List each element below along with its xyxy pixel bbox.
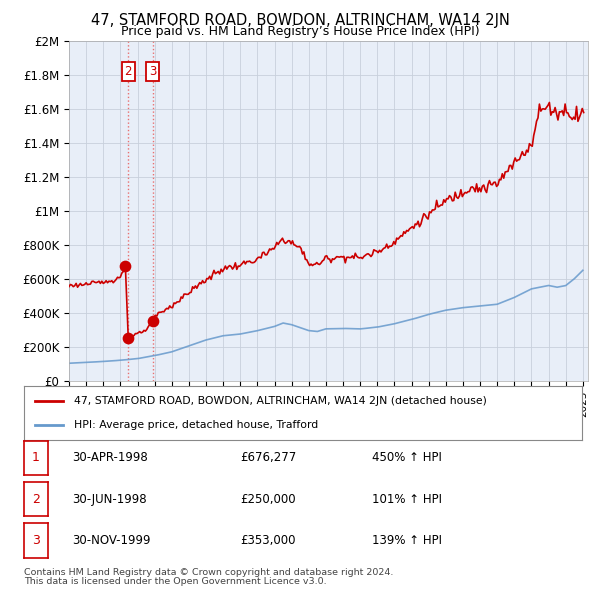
- Text: 1: 1: [32, 451, 40, 464]
- Text: Contains HM Land Registry data © Crown copyright and database right 2024.: Contains HM Land Registry data © Crown c…: [24, 568, 394, 577]
- Text: 139% ↑ HPI: 139% ↑ HPI: [372, 534, 442, 547]
- Text: This data is licensed under the Open Government Licence v3.0.: This data is licensed under the Open Gov…: [24, 577, 326, 586]
- Text: 30-JUN-1998: 30-JUN-1998: [72, 493, 146, 506]
- Text: 101% ↑ HPI: 101% ↑ HPI: [372, 493, 442, 506]
- Text: £353,000: £353,000: [240, 534, 296, 547]
- Text: £250,000: £250,000: [240, 493, 296, 506]
- Text: 47, STAMFORD ROAD, BOWDON, ALTRINCHAM, WA14 2JN: 47, STAMFORD ROAD, BOWDON, ALTRINCHAM, W…: [91, 13, 509, 28]
- Text: 450% ↑ HPI: 450% ↑ HPI: [372, 451, 442, 464]
- Point: [124, 333, 133, 343]
- Text: 47, STAMFORD ROAD, BOWDON, ALTRINCHAM, WA14 2JN (detached house): 47, STAMFORD ROAD, BOWDON, ALTRINCHAM, W…: [74, 396, 487, 407]
- Text: Price paid vs. HM Land Registry’s House Price Index (HPI): Price paid vs. HM Land Registry’s House …: [121, 25, 479, 38]
- Point: [121, 261, 130, 271]
- Text: 3: 3: [32, 534, 40, 547]
- Text: 2: 2: [32, 493, 40, 506]
- Text: 30-NOV-1999: 30-NOV-1999: [72, 534, 151, 547]
- Text: 3: 3: [149, 65, 156, 78]
- Point: [148, 316, 157, 326]
- Text: £676,277: £676,277: [240, 451, 296, 464]
- Text: HPI: Average price, detached house, Trafford: HPI: Average price, detached house, Traf…: [74, 419, 319, 430]
- Text: 2: 2: [125, 65, 132, 78]
- Text: 30-APR-1998: 30-APR-1998: [72, 451, 148, 464]
